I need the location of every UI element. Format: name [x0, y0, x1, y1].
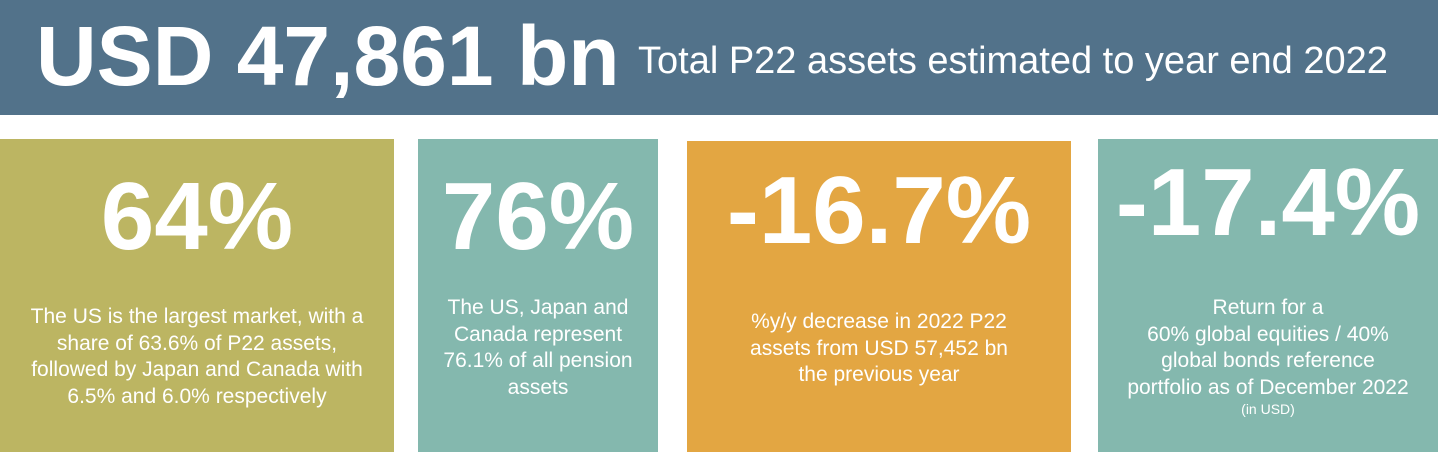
description-line: The US, Japan and	[447, 296, 629, 319]
description-line: Return for a	[1212, 296, 1324, 319]
description-line: portfolio as of December 2022	[1127, 375, 1409, 399]
description-line: The US is the largest market, with a	[30, 305, 364, 328]
stat-description: %y/y decrease in 2022 P22 assets from US…	[687, 309, 1071, 389]
stat-value: 64%	[100, 163, 294, 270]
description-line: assets from USD 57,452 bn	[750, 336, 1008, 360]
description-line: %y/y decrease in 2022 P22	[751, 310, 1007, 333]
description-line: assets	[507, 375, 569, 399]
description-line: global bonds reference	[1161, 349, 1375, 372]
description-line: 6.5% and 6.0% respectively	[67, 384, 327, 408]
description-line: followed by Japan and Canada with	[31, 358, 363, 381]
description-line: Canada represent	[453, 322, 623, 346]
description-line: 76.1% of all pension	[443, 349, 633, 372]
stat-description: The US, Japan and Canada represent 76.1%…	[418, 295, 658, 401]
stat-description: The US is the largest market, with a sha…	[0, 304, 394, 410]
currency-note: (in USD)	[1241, 401, 1295, 417]
header-banner: USD 47,861 bn Total P22 assets estimated…	[0, 0, 1438, 115]
description-line: share of 63.6% of P22 assets,	[56, 331, 338, 355]
stat-value: -17.4%	[1115, 149, 1421, 256]
stat-card-us-share: 64% The US is the largest market, with a…	[0, 139, 394, 452]
total-assets-value: USD 47,861 bn	[36, 9, 620, 103]
stat-card-top3-share: 76% The US, Japan and Canada represent 7…	[418, 139, 658, 452]
stat-value: -16.7%	[726, 157, 1032, 264]
stat-description: Return for a 60% global equities / 40% g…	[1098, 295, 1438, 418]
stat-value: 76%	[441, 163, 635, 270]
header-subtitle: Total P22 assets estimated to year end 2…	[638, 40, 1388, 82]
description-line: 60% global equities / 40%	[1147, 322, 1389, 346]
stat-card-reference-return: -17.4% Return for a 60% global equities …	[1098, 139, 1438, 452]
stat-card-yoy-change: -16.7% %y/y decrease in 2022 P22 assets …	[687, 141, 1071, 452]
description-line: the previous year	[798, 363, 960, 386]
